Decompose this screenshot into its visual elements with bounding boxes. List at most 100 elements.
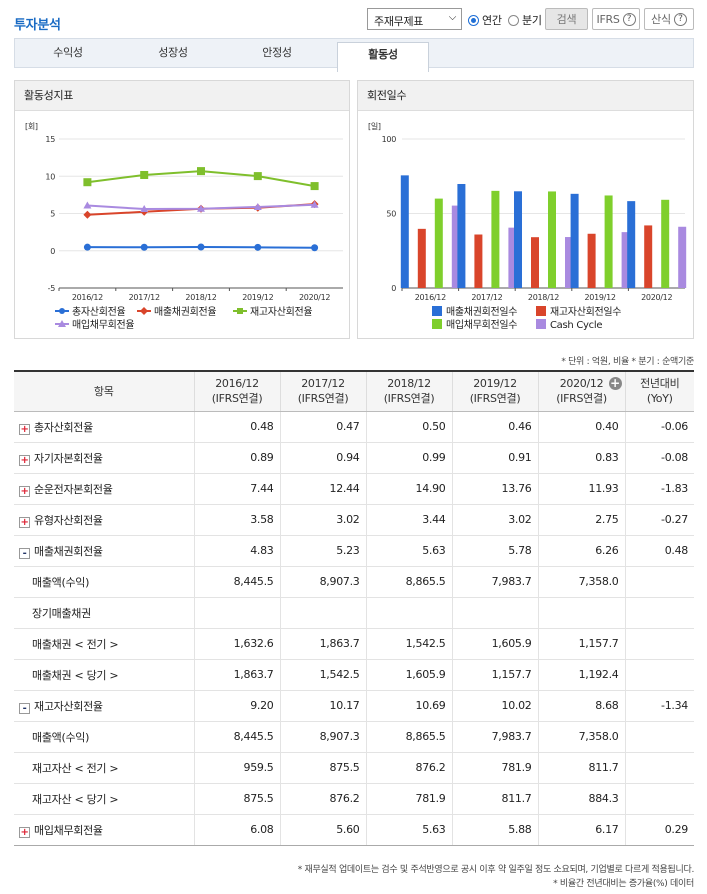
collapse-icon[interactable]: - (19, 547, 30, 559)
x-tick-label: 2019/12 (585, 293, 616, 302)
bar (627, 201, 636, 288)
value-cell: 875.5 (279, 752, 366, 784)
header-period: 2019/12 (IFRS연결) (451, 370, 538, 412)
tab-profitability[interactable]: 수익성 (53, 46, 83, 59)
bar (417, 228, 426, 288)
row-label-cell: + 유형자산회전율 (14, 504, 194, 536)
value-cell: 0.50 (365, 411, 452, 443)
expand-icon[interactable]: + (19, 454, 30, 466)
value-cell: 8,445.5 (193, 721, 280, 753)
row-label: 매출액(수익) (32, 575, 90, 589)
table-row[interactable]: - 재고자산회전율 9.20 10.17 10.69 10.02 8.68 -1.34 (14, 690, 694, 722)
y-tick-label: -5 (48, 284, 56, 293)
bar (491, 190, 500, 288)
value-cell: 14.90 (365, 473, 452, 505)
unit-note: * 단위 : 억원, 비율 * 분기 : 순액기준 (561, 357, 694, 367)
x-tick-label: 2018/12 (528, 293, 559, 302)
row-label-cell: - 매출채권회전율 (14, 535, 194, 567)
value-cell: 6.08 (193, 814, 280, 846)
value-cell: 1,542.5 (365, 628, 452, 660)
bar (587, 233, 596, 288)
tab-stability[interactable]: 안정성 (262, 46, 292, 59)
yoy-cell: 0.29 (624, 814, 694, 846)
x-tick-label: 2018/12 (185, 293, 216, 302)
legend-marker (59, 308, 65, 314)
header-period: 2016/12 (IFRS연결) (193, 370, 280, 412)
tab-growth[interactable]: 성장성 (158, 46, 188, 59)
table-subrow: 매출채권 < 전기 > 1,632.6 1,863.7 1,542.5 1,605.9 1… (14, 628, 694, 660)
activity-line-chart: [회] -5 0 5 10 15 2016/12 2017/12 2018/12 2019/12 2… (25, 122, 343, 331)
activity-table: 항목 2016/12 (IFRS연결) 2017/12 (IFRS연결) 2018/1… (14, 370, 694, 846)
add-column-icon[interactable]: + (608, 376, 622, 390)
panel-title: 회전일수 (358, 81, 693, 111)
footer-note: * 재무실적 업데이트는 검수 및 주석반영으로 공시 이후 약 일주일 정도 … (297, 865, 695, 875)
value-cell: 7,983.7 (451, 566, 538, 598)
x-tick-label: 2020/12 (299, 293, 330, 302)
expand-icon[interactable]: + (19, 516, 30, 528)
expand-icon[interactable]: + (19, 423, 30, 435)
bar (474, 234, 483, 288)
yoy-cell (624, 783, 694, 815)
row-label-cell: 매출액(수익) (14, 566, 194, 598)
bar (678, 226, 687, 288)
table-row[interactable]: + 매입채무회전율 6.08 5.60 5.63 5.88 6.17 0.29 (14, 814, 694, 846)
x-tick-label: 2017/12 (471, 293, 502, 302)
radio-annual[interactable]: 연간 (468, 12, 502, 28)
value-cell: 0.89 (193, 442, 280, 474)
table-row[interactable]: + 총자산회전율 0.48 0.47 0.50 0.46 0.40 -0.06 (14, 411, 694, 443)
legend-label: Cash Cycle (550, 320, 602, 331)
x-tick-label: 2017/12 (129, 293, 160, 302)
y-tick-label: 15 (45, 135, 55, 144)
collapse-icon[interactable]: - (19, 702, 30, 714)
value-cell: 7,358.0 (537, 721, 625, 753)
statement-select[interactable]: 주재무제표 ⌵ (367, 8, 462, 30)
data-point (253, 202, 262, 210)
unit-label: [회] (25, 122, 38, 131)
value-cell: 12.44 (279, 473, 366, 505)
value-cell: 0.99 (365, 442, 452, 474)
x-tick-label: 2016/12 (72, 293, 103, 302)
value-cell: 8,865.5 (365, 721, 452, 753)
row-label: 재고자산 < 당기 > (32, 792, 119, 806)
value-cell: 4.83 (193, 535, 280, 567)
value-cell: 8,865.5 (365, 566, 452, 598)
yoy-cell: -1.34 (624, 690, 694, 722)
turnover-days-panel: 회전일수 [일] 0 50 100 2016/12 2017/12 2018/12 2019/… (357, 80, 694, 339)
radio-quarter[interactable]: 분기 (508, 12, 542, 28)
formula-button[interactable]: 산식 ? (644, 8, 694, 30)
value-cell: 11.93 (537, 473, 625, 505)
value-cell: 1,863.7 (193, 659, 280, 691)
value-cell: 3.58 (193, 504, 280, 536)
table-subrow: 매출채권 < 당기 > 1,863.7 1,542.5 1,605.9 1,157.7 1… (14, 659, 694, 691)
search-button[interactable]: 검색 (545, 8, 588, 30)
formula-button-label: 산식 (651, 13, 671, 26)
table-header-row: 항목 2016/12 (IFRS연결) 2017/12 (IFRS연결) 2018/1… (14, 370, 694, 412)
table-subrow: 매출액(수익) 8,445.5 8,907.3 8,865.5 7,983.7 7,358… (14, 721, 694, 753)
table-row[interactable]: + 순운전자본회전율 7.44 12.44 14.90 13.76 11.93 -1.83 (14, 473, 694, 505)
value-cell: 10.69 (365, 690, 452, 722)
value-cell: 0.94 (279, 442, 366, 474)
expand-icon[interactable]: + (19, 485, 30, 497)
value-cell: 3.02 (451, 504, 538, 536)
legend-swatch (432, 319, 442, 329)
value-cell: 1,863.7 (279, 628, 366, 660)
table-row[interactable]: + 자기자본회전율 0.89 0.94 0.99 0.91 0.83 -0.08 (14, 442, 694, 474)
bar (514, 191, 522, 288)
data-point (83, 178, 92, 187)
bar (457, 183, 466, 288)
data-point (140, 170, 149, 179)
value-cell (451, 597, 538, 629)
data-point (197, 204, 205, 212)
row-label-cell: 재고자산 < 전기 > (14, 752, 194, 784)
table-row[interactable]: - 매출채권회전율 4.83 5.23 5.63 5.78 6.26 0.48 (14, 535, 694, 567)
value-cell: 811.7 (451, 783, 538, 815)
tab-activity[interactable]: 활동성 (337, 42, 429, 72)
ifrs-button[interactable]: IFRS ? (592, 8, 640, 30)
value-cell: 0.46 (451, 411, 538, 443)
table-row[interactable]: + 유형자산회전율 3.58 3.02 3.44 3.02 2.75 -0.27 (14, 504, 694, 536)
data-point (83, 210, 92, 219)
bar (570, 193, 579, 288)
expand-icon[interactable]: + (19, 826, 30, 838)
legend-swatch (536, 319, 546, 329)
value-cell (537, 597, 625, 629)
